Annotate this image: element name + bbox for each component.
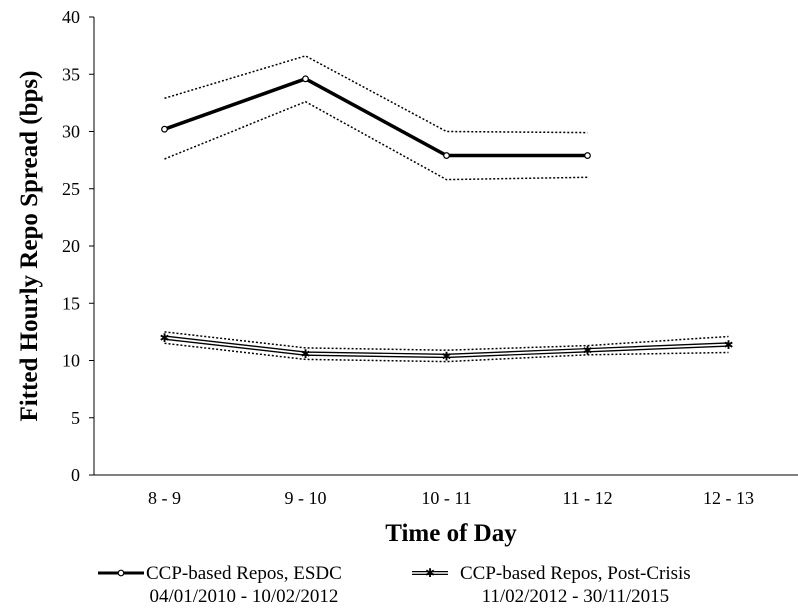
legend-label-esdc: CCP-based Repos, ESDC 04/01/2010 - 10/02…	[146, 562, 342, 608]
series-0	[161, 55, 591, 181]
series-0-line	[163, 76, 588, 158]
series-0-point	[584, 152, 591, 159]
svg-text:✱: ✱	[425, 566, 435, 580]
series-0-point	[161, 125, 168, 133]
x-tick-label: 8 - 9	[148, 488, 181, 508]
legend-label-post-crisis: CCP-based Repos, Post-Crisis 11/02/2012 …	[460, 562, 691, 608]
legend-swatch-post-crisis: ✱	[412, 566, 448, 580]
series-0-lower-band	[164, 100, 588, 181]
series-1: ✱ ✱ ✱ ✱ ✱	[159, 331, 733, 363]
y-axis-ticks: 0 5 10 15 20 25 30 35 40	[62, 7, 94, 485]
x-axis-ticks: 8 - 9 9 - 10 10 - 11 11 - 12 12 - 13	[148, 488, 754, 508]
y-tick-label: 15	[62, 293, 80, 313]
y-tick-label: 20	[62, 236, 80, 256]
legend-label-post-crisis-line1: CCP-based Repos, Post-Crisis	[460, 563, 691, 584]
y-tick-label: 35	[62, 64, 80, 84]
y-tick-label: 25	[62, 179, 80, 199]
legend-item-post-crisis: ✱ CCP-based Repos, Post-Crisis 11/02/201…	[410, 562, 691, 608]
y-tick-label: 10	[62, 351, 80, 371]
series-1-point: ✱	[441, 349, 451, 363]
series-1-point: ✱	[159, 331, 169, 345]
chart-area: 0 5 10 15 20 25 30 35 40 8 - 9 9 - 10 10 - 11 11 - …	[16, 7, 798, 547]
series-layer: ✱ ✱ ✱ ✱ ✱	[159, 55, 734, 363]
legend-label-esdc-line1: CCP-based Repos, ESDC	[146, 563, 342, 584]
series-0-point	[443, 152, 450, 159]
series-1-line-inner	[164, 336, 729, 357]
series-1-point: ✱	[723, 338, 733, 352]
y-tick-label: 40	[62, 7, 80, 27]
series-1-point: ✱	[582, 344, 592, 358]
x-tick-label: 11 - 12	[562, 488, 612, 508]
x-tick-label: 10 - 11	[421, 488, 471, 508]
legend-label-post-crisis-line2: 11/02/2012 - 30/11/2015	[481, 586, 670, 607]
legend-label-esdc-line2: 04/01/2010 - 10/02/2012	[149, 586, 339, 607]
legend-swatch-esdc	[98, 569, 144, 577]
x-axis-title: Time of Day	[385, 520, 517, 547]
y-axis-title: Fitted Hourly Repo Spread (bps)	[16, 71, 43, 422]
y-tick-label: 0	[71, 465, 80, 485]
x-tick-label: 12 - 13	[703, 488, 754, 508]
y-tick-label: 5	[71, 408, 80, 428]
legend: CCP-based Repos, ESDC 04/01/2010 - 10/02…	[0, 562, 798, 612]
y-tick-label: 30	[62, 122, 80, 142]
series-1-point: ✱	[300, 347, 310, 361]
series-0-point	[302, 75, 309, 83]
series-0-upper-band	[164, 55, 588, 134]
legend-item-esdc: CCP-based Repos, ESDC 04/01/2010 - 10/02…	[96, 562, 342, 608]
x-tick-label: 9 - 10	[285, 488, 327, 508]
